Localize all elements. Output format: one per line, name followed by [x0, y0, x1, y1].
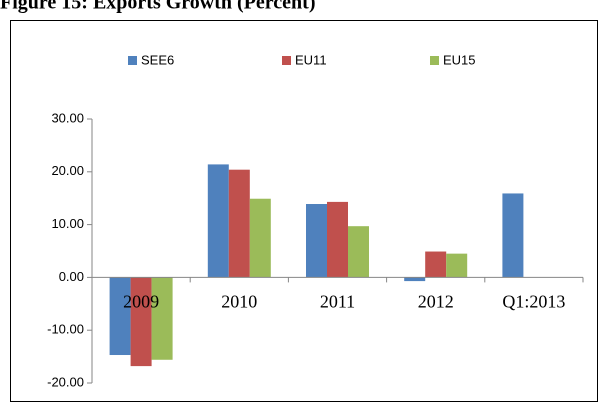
- bar: [404, 277, 426, 282]
- y-tick-label: -20.00: [47, 374, 84, 389]
- legend-swatch: [282, 56, 291, 65]
- legend-swatch: [128, 56, 137, 65]
- legend-label: SEE6: [141, 52, 174, 67]
- x-tick-label: 2011: [320, 292, 355, 312]
- bar: [151, 277, 173, 360]
- bar: [249, 198, 271, 278]
- y-tick-label: 30.00: [51, 110, 84, 125]
- x-tick-label: Q1:2013: [502, 292, 565, 312]
- legend-label: EU15: [443, 52, 476, 67]
- chart-frame: [10, 20, 598, 402]
- bar: [446, 253, 468, 278]
- x-tick-label: 2009: [123, 292, 159, 312]
- bar: [306, 204, 327, 278]
- y-tick-label: 10.00: [51, 216, 84, 231]
- y-tick-label: 0.00: [59, 269, 84, 284]
- bar: [109, 277, 131, 356]
- bar: [228, 169, 250, 278]
- bar: [207, 164, 229, 278]
- legend-label: EU11: [295, 52, 327, 67]
- x-tick-label: 2012: [418, 292, 454, 312]
- legend-swatch: [430, 56, 439, 65]
- bar: [348, 226, 369, 278]
- bar: [130, 277, 152, 367]
- chart-title: Figure 15: Exports Growth (Percent): [0, 0, 316, 14]
- bar: [502, 193, 524, 278]
- bar: [327, 201, 348, 278]
- bar: [425, 251, 447, 278]
- y-tick-label: 20.00: [51, 163, 84, 178]
- y-tick-label: -10.00: [47, 322, 84, 337]
- x-tick-label: 2010: [221, 292, 257, 312]
